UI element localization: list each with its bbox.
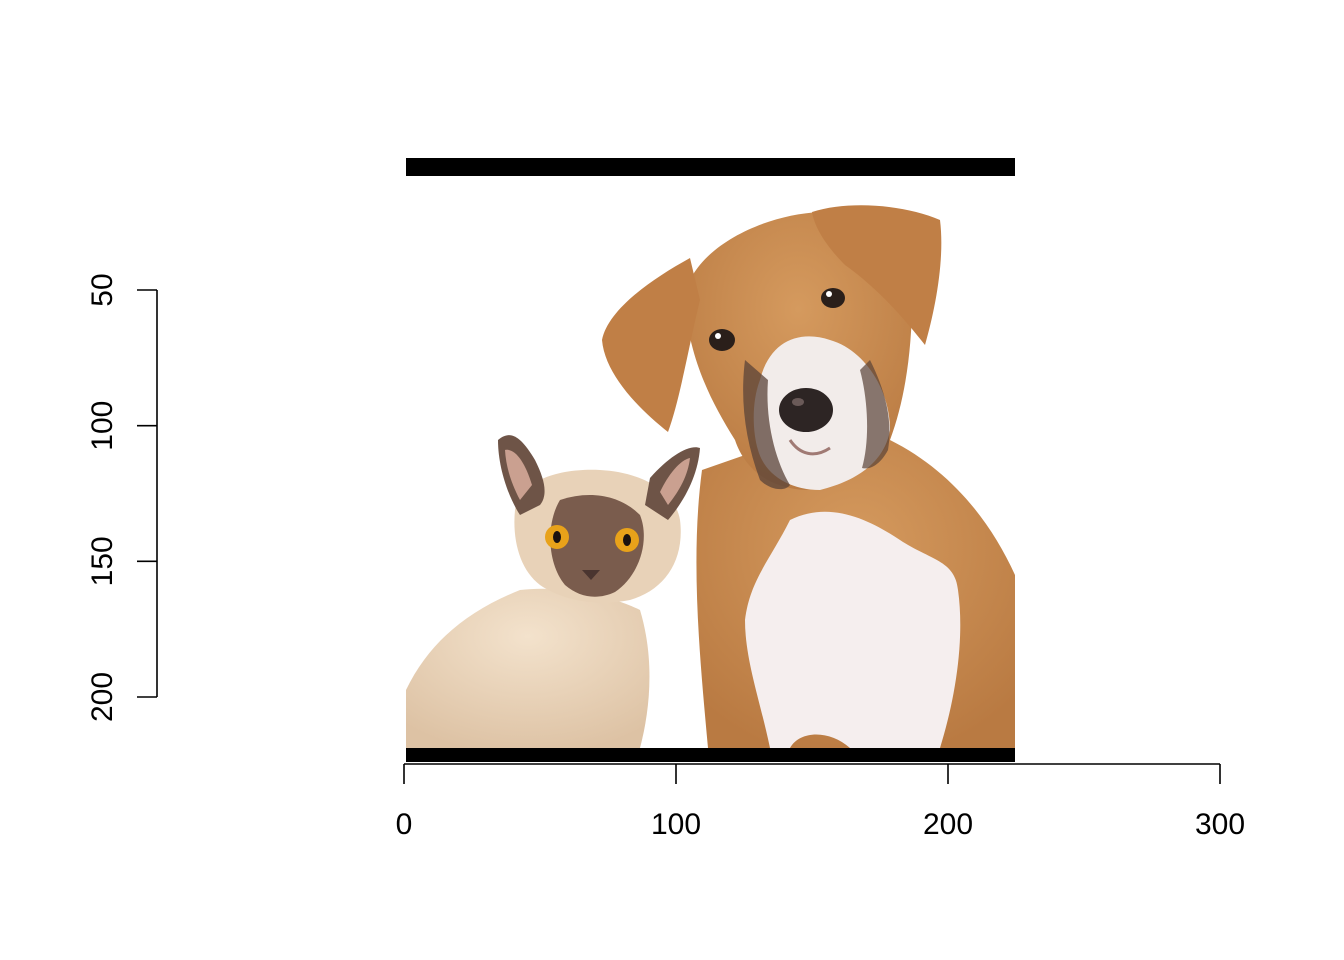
- y-tick-label: 200: [86, 672, 119, 722]
- x-tick-label: 300: [1195, 808, 1245, 841]
- dog-illustration: [602, 205, 1015, 748]
- y-tick-label: 50: [86, 273, 119, 306]
- y-axis: 50 100 150 200: [86, 273, 158, 722]
- image-top-border: [406, 158, 1015, 176]
- x-axis: 0 100 200 300: [396, 763, 1245, 841]
- x-tick-label: 100: [651, 808, 701, 841]
- x-tick-label: 0: [396, 808, 413, 841]
- x-tick-label: 200: [923, 808, 973, 841]
- y-tick-label: 100: [86, 401, 119, 451]
- cat-illustration: [406, 435, 700, 748]
- y-tick-label: 150: [86, 536, 119, 586]
- image-bottom-border: [406, 748, 1015, 762]
- raster-image: [406, 158, 1015, 762]
